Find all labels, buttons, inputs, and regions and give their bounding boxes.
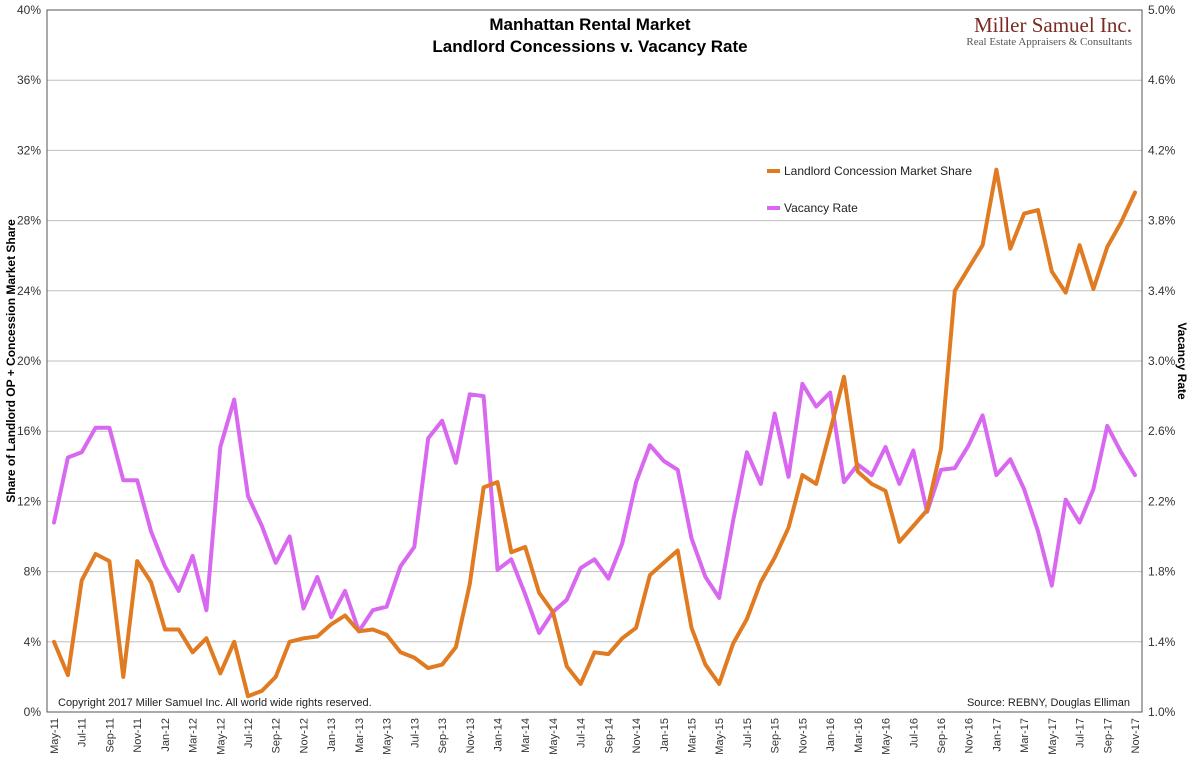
series-line-vacancy: [52, 381, 1137, 635]
right-axis-title: Vacancy Rate: [1175, 322, 1189, 400]
left-tick-label: 8%: [24, 565, 42, 579]
x-tick-label: Nov-17: [1130, 718, 1142, 753]
x-tick-label: Mar-12: [188, 718, 200, 753]
x-tick-label: Jan-15: [659, 718, 671, 752]
right-tick-label: 5.0%: [1148, 3, 1176, 17]
right-tick-label: 1.0%: [1148, 705, 1176, 719]
x-tick-label: May-16: [881, 718, 893, 755]
plot-area-border: [46, 9, 1143, 713]
left-y-ticks: 0% 4% 8% 12% 16% 20% 24% 28% 32% 36% 40%: [17, 3, 41, 719]
left-tick-label: 4%: [24, 635, 42, 649]
x-tick-label: Sep-13: [437, 718, 449, 753]
series-lines: [52, 167, 1137, 699]
right-tick-label: 3.8%: [1148, 214, 1176, 228]
x-tick-label: May-17: [1047, 718, 1059, 755]
left-tick-label: 36%: [17, 73, 41, 87]
x-tick-label: Jan-12: [160, 718, 172, 752]
right-tick-label: 4.2%: [1148, 143, 1176, 157]
series-line-concessions: [52, 167, 1137, 699]
x-tick-label: Nov-11: [132, 718, 144, 753]
x-tick-label: Sep-17: [1102, 718, 1114, 753]
x-tick-label: Jul-17: [1075, 718, 1087, 748]
company-logo: Miller Samuel Inc. Real Estate Appraiser…: [966, 13, 1132, 48]
left-tick-label: 24%: [17, 284, 41, 298]
x-tick-label: Jul-12: [243, 718, 255, 748]
company-name: Miller Samuel Inc.: [974, 13, 1132, 37]
legend-label-vacancy: Vacancy Rate: [784, 201, 858, 215]
x-tick-label: Nov-14: [631, 718, 643, 753]
x-tick-label: Sep-15: [770, 718, 782, 753]
x-tick-label: Nov-12: [298, 718, 310, 753]
x-tick-label: Sep-14: [603, 718, 615, 753]
x-tick-label: Sep-11: [104, 718, 116, 753]
legend-label-concessions: Landlord Concession Market Share: [784, 164, 972, 178]
x-tick-label: Jan-13: [326, 718, 338, 752]
left-tick-label: 28%: [17, 214, 41, 228]
x-tick-label: Jan-17: [991, 718, 1003, 752]
left-tick-label: 32%: [17, 143, 41, 157]
x-tick-label: Nov-13: [465, 718, 477, 753]
x-tick-label: Nov-15: [797, 718, 809, 753]
left-tick-label: 0%: [24, 705, 42, 719]
gridlines: [47, 9, 1142, 713]
left-tick-label: 20%: [17, 354, 41, 368]
x-tick-label: Jan-16: [825, 718, 837, 752]
right-tick-label: 4.6%: [1148, 73, 1176, 87]
x-tick-label: Mar-17: [1019, 718, 1031, 753]
x-tick-label: Jul-16: [908, 718, 920, 748]
x-tick-label: Jan-14: [492, 718, 504, 752]
source-note: Source: REBNY, Douglas Elliman: [967, 697, 1130, 709]
chart-subtitle: Landlord Concessions v. Vacancy Rate: [432, 37, 747, 56]
x-tick-label: Jul-11: [77, 718, 89, 747]
x-tick-label: May-14: [548, 718, 560, 755]
x-tick-label: Jul-13: [409, 718, 421, 748]
left-tick-label: 40%: [17, 3, 41, 17]
x-tick-label: May-15: [714, 718, 726, 755]
x-tick-label: Mar-13: [354, 718, 366, 753]
company-tagline: Real Estate Appraisers & Consultants: [966, 36, 1132, 48]
x-tick-label: May-13: [382, 718, 394, 755]
right-tick-label: 2.2%: [1148, 494, 1176, 508]
right-y-ticks: 1.0% 1.4% 1.8% 2.2% 2.6% 3.0% 3.4% 3.8% 4.2% 4.6%…: [1148, 3, 1176, 719]
right-tick-label: 3.4%: [1148, 284, 1176, 298]
x-tick-label: Mar-15: [687, 718, 699, 753]
x-tick-label: Jul-14: [576, 718, 588, 748]
x-ticks: May-11 Jul-11 Sep-11 Nov-11 Jan-12 Mar-12 May-…: [49, 718, 1142, 755]
right-tick-label: 1.8%: [1148, 565, 1176, 579]
x-tick-label: Sep-12: [271, 718, 283, 753]
x-tick-label: Mar-16: [853, 718, 865, 753]
right-tick-label: 3.0%: [1148, 354, 1176, 368]
right-tick-label: 1.4%: [1148, 635, 1176, 649]
left-tick-label: 16%: [17, 424, 41, 438]
left-axis-title: Share of Landlord OP + Concession Market…: [4, 219, 18, 503]
x-tick-label: May-12: [215, 718, 227, 755]
right-tick-label: 2.6%: [1148, 424, 1176, 438]
x-tick-label: Sep-16: [936, 718, 948, 753]
x-tick-label: Nov-16: [964, 718, 976, 753]
x-tick-label: Jul-15: [742, 718, 754, 748]
x-tick-label: Mar-14: [520, 718, 532, 753]
chart-title: Manhattan Rental Market: [489, 15, 691, 34]
left-tick-label: 12%: [17, 494, 41, 508]
legend: Landlord Concession Market Share Vacancy…: [767, 164, 972, 215]
copyright-note: Copyright 2017 Miller Samuel Inc. All wo…: [58, 697, 372, 709]
x-tick-label: May-11: [49, 718, 61, 754]
